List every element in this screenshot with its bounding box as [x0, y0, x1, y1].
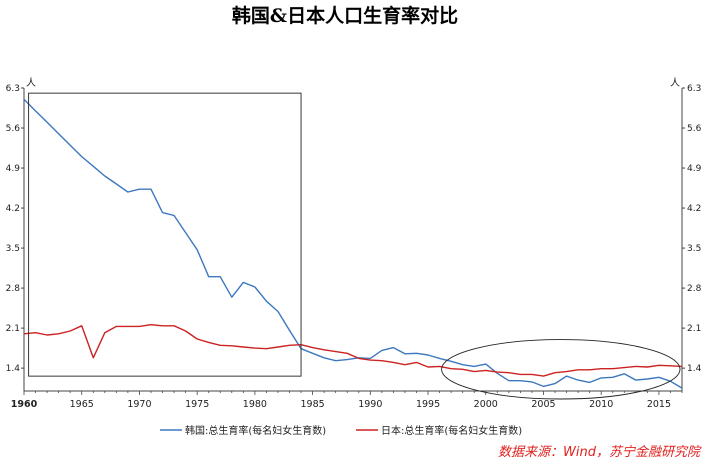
y-tick-label-right: 1.4	[687, 364, 702, 374]
x-tick-label: 1995	[416, 399, 440, 410]
x-tick-label: 1970	[127, 399, 151, 410]
y-tick-label-left: 6.3	[6, 84, 20, 94]
series-layer	[23, 98, 683, 389]
legend: 韩国:总生育率(每名妇女生育数) 日本:总生育率(每名妇女生育数)	[160, 424, 522, 437]
series-line-japan	[23, 324, 683, 377]
y-axis-right-unit: 人	[670, 77, 680, 89]
y-tick-label-right: 3.5	[687, 244, 701, 254]
y-tick-label-left: 4.2	[6, 204, 20, 214]
highlight-ellipse	[441, 339, 681, 400]
x-tick-label: 1975	[185, 399, 209, 410]
x-tick-label: 1990	[358, 399, 382, 410]
y-tick-label-left: 3.5	[6, 244, 20, 254]
x-tick-label: 1985	[301, 399, 325, 410]
y-tick-label-left: 1.4	[6, 364, 21, 374]
y-axis-right-ticks: 1.4 2.1 2.8 3.5 4.2 4.9 5.6 6.3	[682, 84, 702, 374]
y-tick-label-right: 2.1	[687, 324, 701, 334]
x-tick-label: 2000	[474, 399, 498, 410]
y-tick-label-left: 5.6	[6, 124, 21, 134]
x-tick-label: 2005	[531, 399, 555, 410]
y-tick-label-left: 2.8	[6, 284, 21, 294]
x-tick-label: 2010	[589, 399, 613, 410]
chart-title: 韩国&日本人口生育率对比	[232, 4, 458, 27]
series-line-korea	[23, 98, 683, 389]
y-tick-label-left: 2.1	[6, 324, 20, 334]
y-tick-label-right: 4.9	[687, 164, 702, 174]
chart-axes	[23, 88, 683, 392]
x-tick-label: 1960	[11, 399, 38, 410]
y-tick-label-left: 4.9	[6, 164, 21, 174]
x-tick-label: 1965	[70, 399, 94, 410]
y-tick-label-right: 4.2	[687, 204, 701, 214]
y-axis-left-ticks: 1.4 2.1 2.8 3.5 4.2 4.9 5.6 6.3	[6, 84, 24, 374]
y-tick-label-right: 6.3	[687, 84, 701, 94]
y-axis-left-unit: 人	[26, 77, 36, 89]
x-tick-label: 1980	[243, 399, 267, 410]
source-note: 数据来源：Wind，苏宁金融研究院	[498, 444, 702, 460]
highlight-rectangle	[28, 92, 302, 377]
y-tick-label-right: 2.8	[687, 284, 702, 294]
legend-label-korea: 韩国:总生育率(每名妇女生育数)	[185, 424, 326, 437]
legend-label-japan: 日本:总生育率(每名妇女生育数)	[381, 424, 522, 437]
x-tick-label: 2015	[647, 399, 671, 410]
x-axis-ticks: 1960 1965 1970 1975 1980 1985 1990 1995 2000 2005…	[11, 391, 683, 410]
y-tick-label-right: 5.6	[687, 124, 702, 134]
